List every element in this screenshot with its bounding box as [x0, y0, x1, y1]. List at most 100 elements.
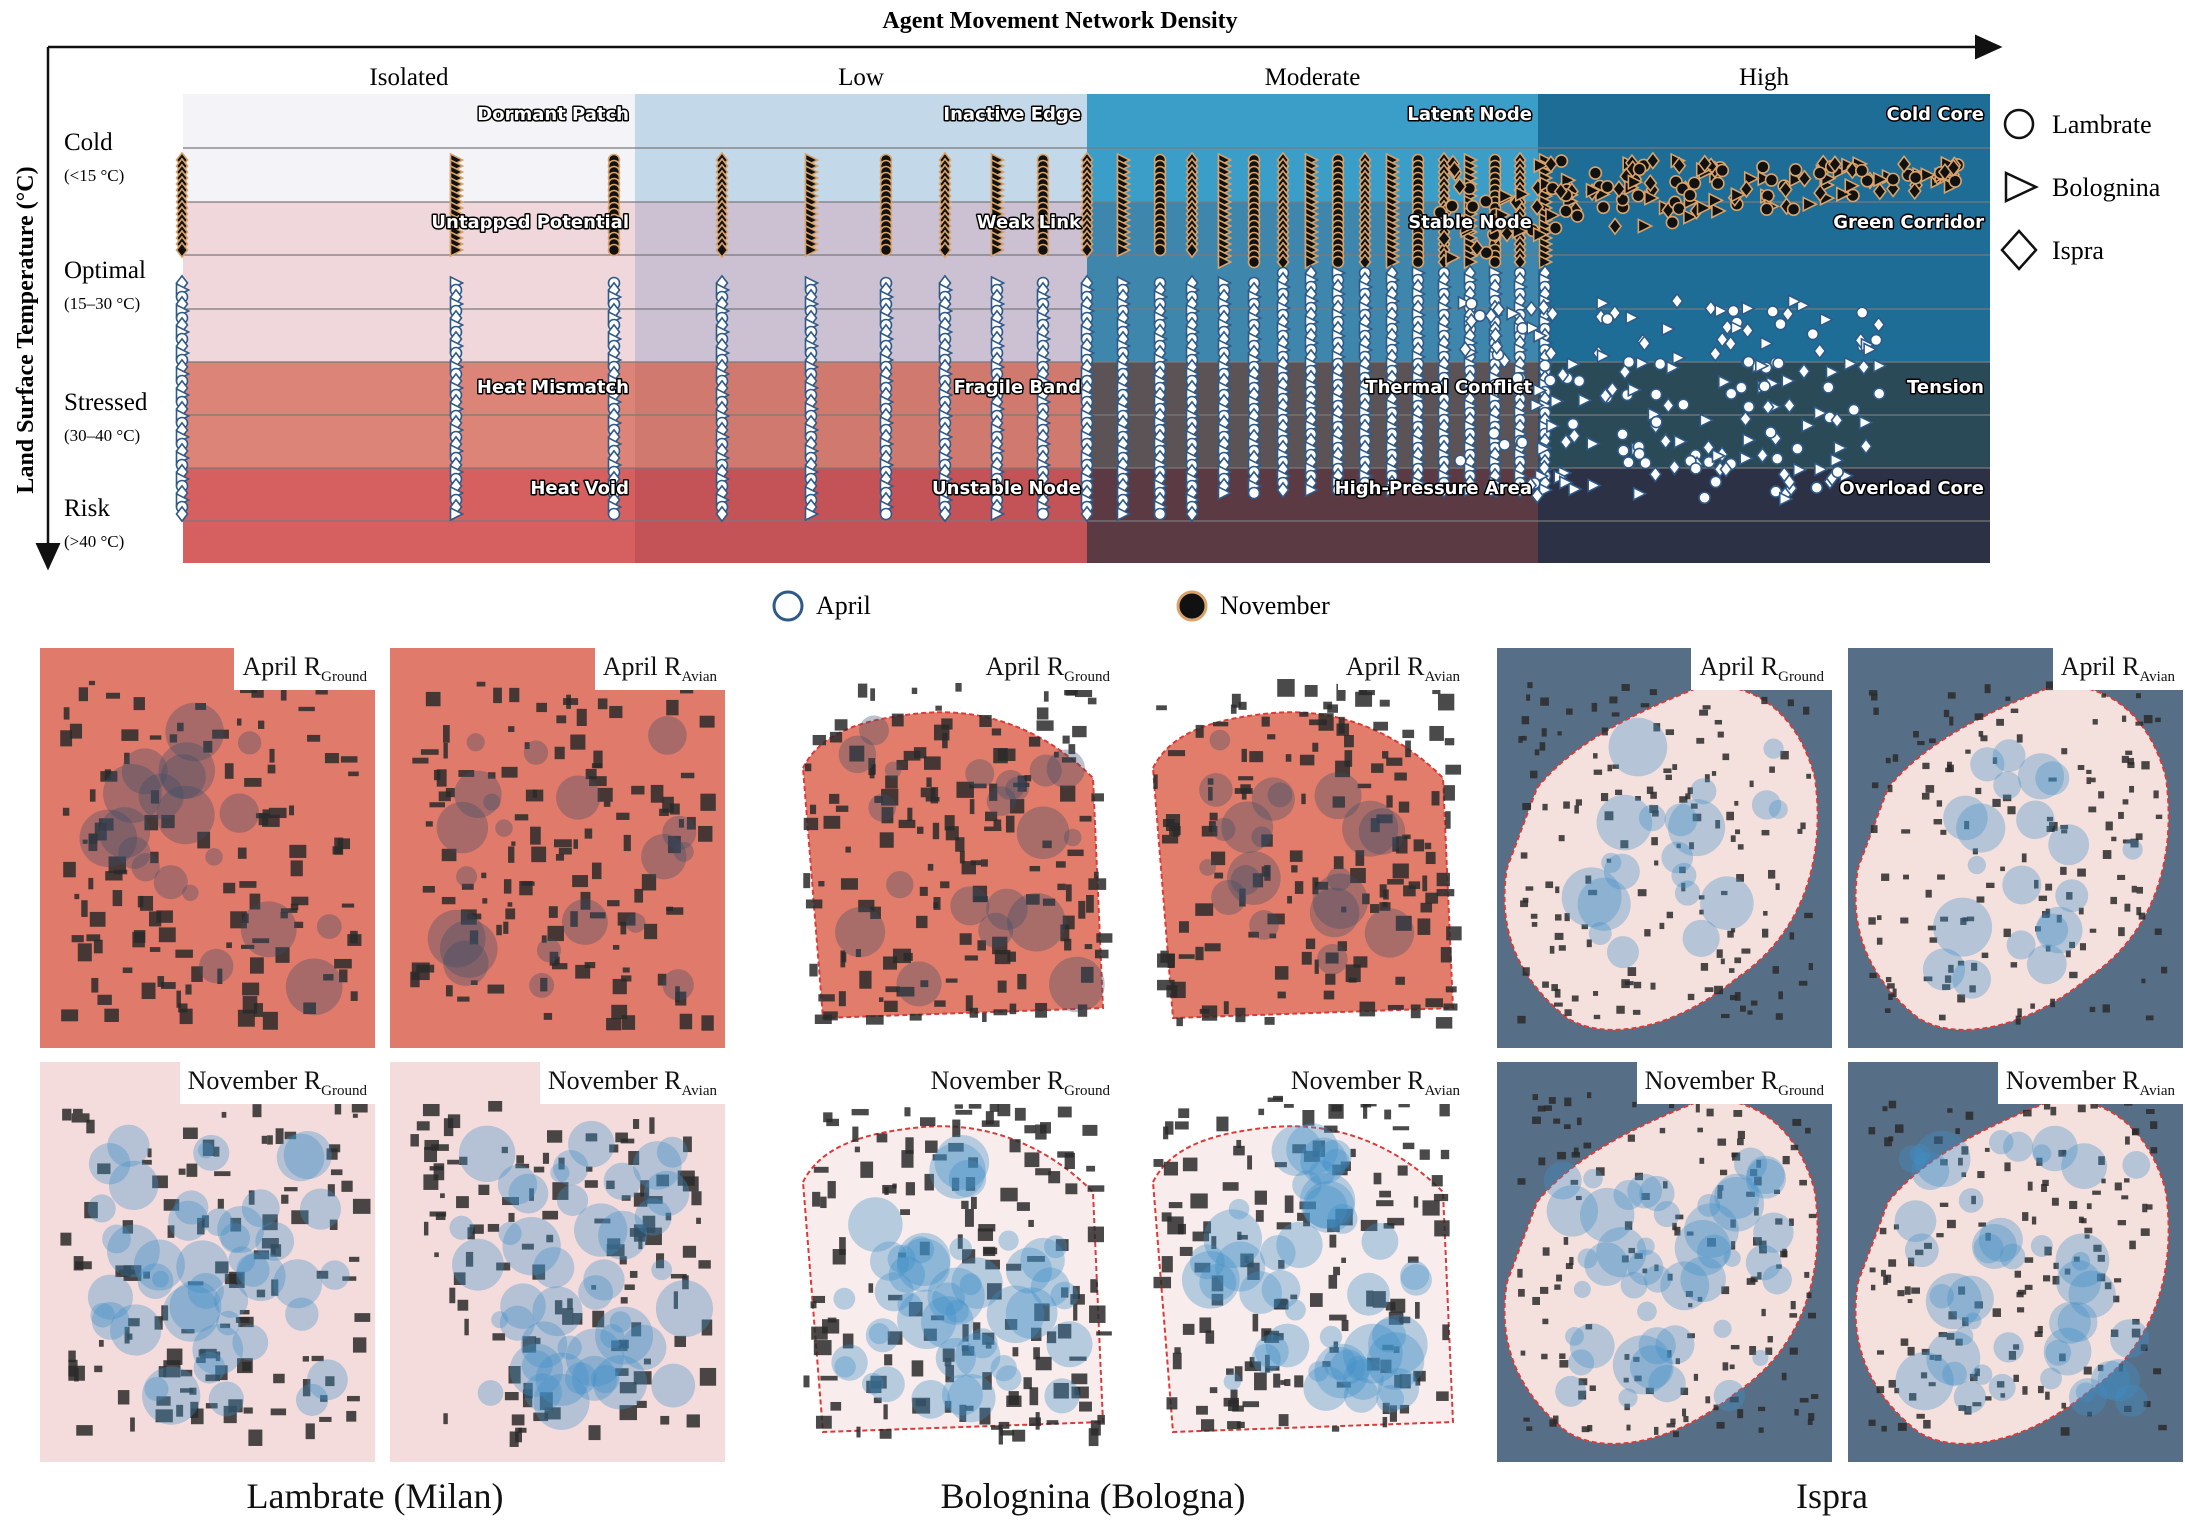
map-month: November [1290, 1066, 1401, 1095]
data-point-circle [1543, 374, 1557, 387]
map-month: April [602, 652, 658, 681]
data-point-circle [1622, 355, 1636, 369]
map-image [783, 1062, 1118, 1462]
map-metric: R [1046, 652, 1065, 681]
data-point-diamond [1715, 331, 1729, 349]
data-point-triangle [1532, 383, 1548, 398]
data-point-triangle [990, 242, 1006, 258]
data-point-triangle [1673, 434, 1689, 449]
data-point-triangle [1559, 475, 1574, 490]
map-metric: R [2122, 1066, 2140, 1095]
data-point-diamond [1543, 155, 1558, 174]
cell-1-3 [635, 468, 1087, 563]
data-point-triangle [1778, 491, 1794, 507]
cell-0-3 [183, 468, 635, 563]
data-point-diamond [1452, 177, 1467, 196]
data-point-circle [1601, 312, 1614, 326]
data-point-triangle [1844, 177, 1861, 194]
data-point-circle [1247, 486, 1261, 500]
map-metric: R [1407, 652, 1425, 681]
cell-label: Heat Mismatch [477, 377, 629, 398]
map-month: April [1699, 652, 1755, 681]
data-point-triangle [1796, 298, 1812, 313]
legend-item-diamond: Ispra [2000, 229, 2104, 271]
cell-label: Stable Node [1408, 212, 1532, 233]
map-month: April [1345, 652, 1401, 681]
data-point-circle [1677, 398, 1690, 411]
data-point-circle [1247, 255, 1261, 269]
data-point-circle [1810, 481, 1824, 495]
map-panel: April RAvian [390, 648, 725, 1048]
data-point-circle [1756, 160, 1770, 174]
data-point-diamond [1667, 458, 1681, 476]
map-image [1848, 648, 2183, 1048]
map-metric: R [1407, 1066, 1425, 1095]
data-point-diamond [1608, 304, 1622, 322]
data-point-triangle [1459, 219, 1476, 236]
y-category-range: (15–30 °C) [64, 294, 140, 313]
data-point-diamond [1830, 411, 1844, 429]
data-point-circle [1153, 507, 1167, 521]
svg-text:Bolognina: Bolognina [2052, 173, 2161, 202]
data-point-circle [1698, 491, 1711, 505]
data-point-diamond [1513, 481, 1527, 499]
data-point-triangle [1802, 196, 1819, 213]
data-point-circle [1742, 400, 1756, 414]
data-point-triangle [1711, 448, 1727, 464]
data-point-triangle [1529, 397, 1545, 413]
map-metric: R [1760, 1066, 1779, 1095]
cell-label: Untapped Potential [431, 212, 629, 233]
data-point-circle [1855, 306, 1869, 319]
data-point-triangle [1843, 356, 1859, 372]
data-point-diamond [1545, 305, 1559, 323]
data-point-diamond [1544, 344, 1558, 362]
data-point-diamond [1490, 338, 1504, 355]
data-point-triangle [1637, 218, 1654, 234]
data-point-diamond [1080, 241, 1094, 259]
map-metric-subscript: Ground [1778, 1083, 1824, 1100]
data-point-circle [1631, 188, 1646, 203]
data-point-circle [1036, 243, 1050, 257]
data-point-circle [1572, 374, 1586, 388]
data-point-triangle [1385, 254, 1401, 270]
data-point-circle [1488, 255, 1502, 269]
data-point-diamond [1778, 180, 1793, 199]
data-point-triangle [1578, 392, 1593, 408]
cell-label: Heat Void [530, 478, 629, 499]
data-point-diamond [1605, 380, 1619, 398]
data-point-triangle [1836, 186, 1852, 203]
data-point-triangle [1792, 462, 1808, 478]
data-point-triangle [1385, 482, 1401, 498]
data-point-diamond [1701, 439, 1715, 457]
data-point-triangle [1714, 303, 1730, 319]
data-point-diamond [1080, 505, 1094, 523]
data-point-circle [607, 243, 621, 257]
map-metric-subscript: Ground [1778, 669, 1824, 686]
data-point-circle [1548, 221, 1563, 235]
y-axis-title: Land Surface Temperature (°C) [13, 166, 39, 493]
data-point-diamond [1797, 362, 1811, 380]
data-point-circle [1687, 176, 1702, 191]
data-point-circle [1742, 355, 1755, 369]
data-point-circle [1709, 475, 1723, 489]
data-point-triangle [1718, 374, 1733, 390]
data-point-circle [1331, 483, 1345, 497]
data-point-circle [1633, 447, 1646, 461]
data-point-triangle [1858, 415, 1874, 430]
data-point-triangle [1730, 320, 1746, 336]
cell-label: Thermal Conflict [1365, 377, 1532, 398]
map-month: November [547, 1066, 658, 1095]
data-point-circle [1760, 189, 1775, 203]
data-point-diamond [1761, 398, 1775, 416]
data-point-diamond [1946, 158, 1961, 177]
data-point-circle [1665, 215, 1680, 230]
cell-1-1 [635, 202, 1087, 362]
data-point-circle [1764, 426, 1777, 439]
data-point-triangle [1445, 249, 1461, 266]
svg-text:November: November [1220, 591, 1330, 620]
data-point-circle [1764, 173, 1779, 187]
y-category-label: Cold [64, 129, 113, 156]
data-point-diamond [1857, 358, 1871, 376]
data-point-triangle [1819, 312, 1835, 328]
y-category-range: (30–40 °C) [64, 426, 140, 445]
